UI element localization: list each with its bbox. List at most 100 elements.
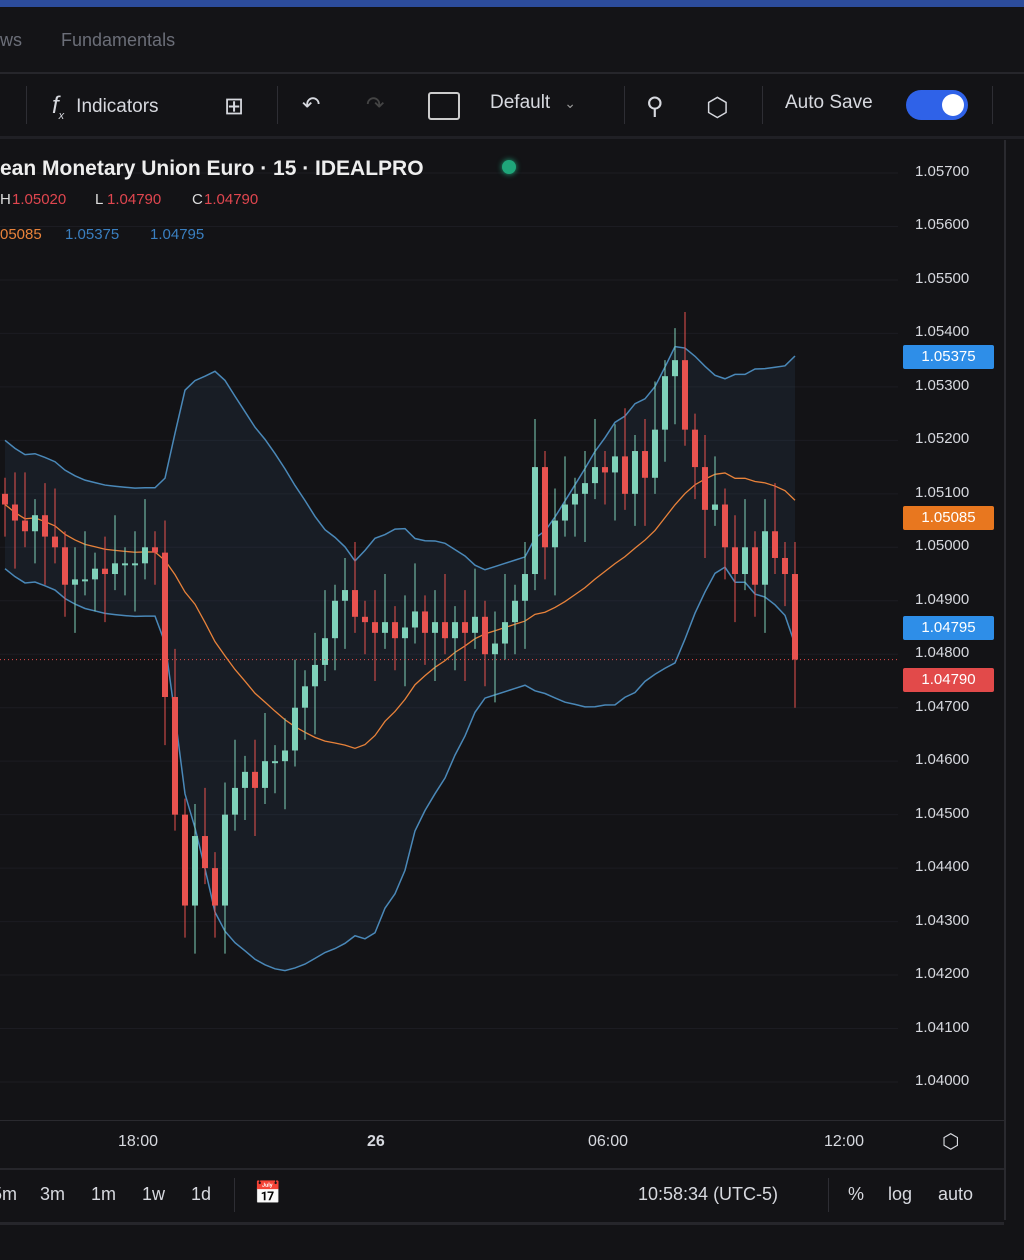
candle xyxy=(732,547,738,575)
candle xyxy=(2,493,8,505)
range-1d[interactable]: 1d xyxy=(191,1184,212,1204)
candle xyxy=(782,557,788,575)
layout-button[interactable] xyxy=(428,92,460,120)
panel-divider xyxy=(1004,140,1006,1220)
candle xyxy=(382,622,388,633)
candle xyxy=(472,616,478,633)
candle xyxy=(512,600,518,623)
templates-button[interactable]: ⊞ xyxy=(224,92,244,121)
candle xyxy=(692,429,698,468)
candle xyxy=(652,429,658,478)
candle xyxy=(702,467,708,510)
indicators-label: Indicators xyxy=(76,95,159,117)
price-label: 1.04400 xyxy=(915,858,970,876)
candle xyxy=(452,622,458,639)
range-1w[interactable]: 1w xyxy=(142,1184,166,1204)
price-chart[interactable] xyxy=(0,140,1000,1120)
candle xyxy=(742,547,748,575)
candle xyxy=(82,579,88,582)
candle xyxy=(42,515,48,537)
candle xyxy=(332,600,338,639)
candle xyxy=(552,520,558,548)
candle xyxy=(152,547,158,553)
gear-icon: ⬡ xyxy=(706,92,729,122)
price-tag: 1.05375 xyxy=(903,345,994,369)
candle xyxy=(322,638,328,665)
price-label: 1.05100 xyxy=(915,483,970,501)
bollinger-fill xyxy=(5,346,795,971)
clock[interactable]: 10:58:34 (UTC-5) xyxy=(638,1184,779,1204)
price-label: 1.05300 xyxy=(915,376,970,394)
redo-button[interactable]: ↷ xyxy=(366,92,384,118)
candle xyxy=(722,504,728,548)
candle xyxy=(712,504,718,510)
range-5m[interactable]: 5m xyxy=(0,1184,18,1204)
time-label: 06:00 xyxy=(588,1133,629,1150)
bollinger-upper-line xyxy=(4,345,796,571)
candle xyxy=(72,579,78,585)
candle xyxy=(502,622,508,644)
axis-settings-icon[interactable]: ⬡ xyxy=(942,1131,960,1153)
candle xyxy=(22,520,28,532)
tab-fundamentals[interactable]: Fundamentals xyxy=(61,30,176,50)
candle xyxy=(12,504,18,521)
time-label: 12:00 xyxy=(824,1133,865,1150)
candle xyxy=(492,643,498,655)
function-icon: fx xyxy=(52,92,65,122)
candle xyxy=(752,547,758,585)
undo-icon: ↶ xyxy=(302,92,321,117)
bb-upper-value: 1.05375 xyxy=(65,226,120,243)
indicators-button[interactable]: fx Indicators xyxy=(52,92,159,122)
candle xyxy=(362,616,368,623)
candle xyxy=(672,360,678,377)
low-label: L xyxy=(95,191,104,208)
log-toggle[interactable]: log xyxy=(888,1184,913,1204)
layout-select[interactable]: Default ⌄ xyxy=(490,92,576,114)
search-icon: ⚲ xyxy=(646,93,664,120)
price-label: 1.04200 xyxy=(915,965,970,983)
candle xyxy=(682,360,688,430)
price-label: 1.04000 xyxy=(915,1071,970,1089)
tab-news[interactable]: ws xyxy=(0,30,22,50)
price-label: 1.05500 xyxy=(915,269,970,287)
auto-toggle[interactable]: auto xyxy=(938,1184,974,1204)
time-label: 26 xyxy=(367,1133,385,1150)
price-label: 1.04800 xyxy=(915,644,970,662)
candle xyxy=(202,836,208,869)
close-value: 1.04790 xyxy=(204,191,259,208)
time-label: 18:00 xyxy=(118,1133,159,1150)
percent-toggle[interactable]: % xyxy=(848,1184,865,1204)
candle xyxy=(592,467,598,484)
candle xyxy=(412,611,418,628)
candle xyxy=(92,568,98,580)
autosave-toggle[interactable] xyxy=(906,90,968,120)
candle xyxy=(432,622,438,633)
candle xyxy=(402,627,408,639)
quick-search-button[interactable]: ⚲ xyxy=(646,92,664,121)
close-label: C xyxy=(192,191,203,208)
price-label: 1.05200 xyxy=(915,430,970,448)
candle xyxy=(192,836,198,906)
candle xyxy=(532,467,538,575)
price-label: 1.04500 xyxy=(915,804,970,822)
candle xyxy=(762,531,768,585)
layout-label: Default xyxy=(490,92,551,113)
settings-button[interactable]: ⬡ xyxy=(706,92,729,123)
candle xyxy=(602,467,608,473)
candle xyxy=(442,622,448,639)
high-label: H xyxy=(0,191,11,208)
price-tag: 1.05085 xyxy=(903,506,994,530)
high-value: 1.05020 xyxy=(12,191,67,208)
range-1m[interactable]: 1m xyxy=(91,1184,117,1204)
candle xyxy=(222,814,228,906)
candle xyxy=(302,686,308,708)
time-axis[interactable]: 18:00 26 06:00 12:00 ⬡ xyxy=(0,1120,1004,1166)
range-3m[interactable]: 3m xyxy=(40,1184,66,1204)
calendar-goto-icon[interactable]: 📅 xyxy=(254,1180,282,1205)
bollinger-basis-line xyxy=(4,472,796,750)
candle xyxy=(132,563,138,566)
candle xyxy=(622,456,628,494)
candle xyxy=(172,697,178,815)
undo-button[interactable]: ↶ xyxy=(302,92,320,118)
bollinger-lower-line xyxy=(4,566,796,972)
